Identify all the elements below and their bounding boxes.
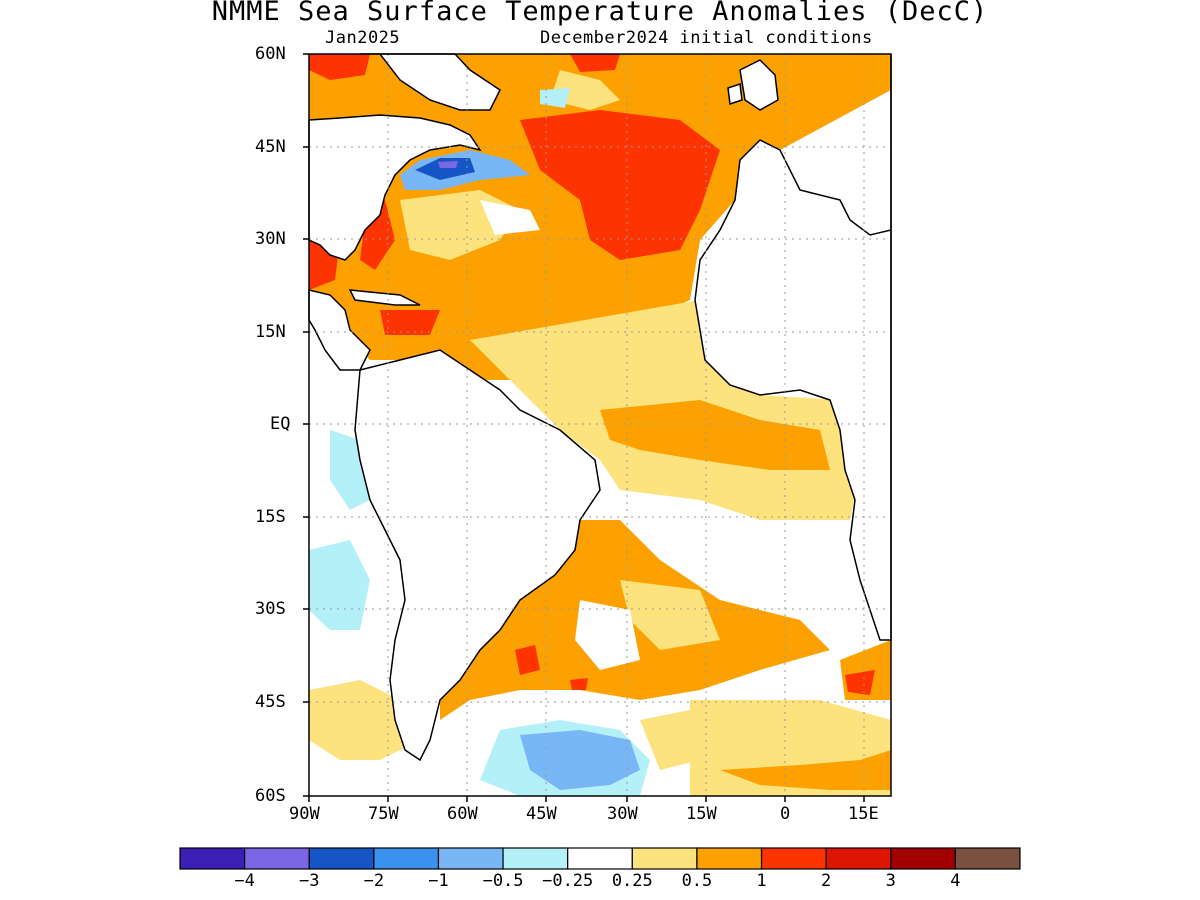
- lat-label: 60N: [255, 44, 286, 64]
- colorbar-label: −0.25: [542, 871, 594, 891]
- colorbar-swatch: [373, 847, 440, 870]
- colorbar-swatch: [631, 847, 698, 870]
- lat-label: 15N: [255, 322, 286, 342]
- colorbar-swatch: [567, 847, 633, 870]
- colorbar-swatch: [760, 847, 827, 870]
- lat-label: 30N: [255, 229, 286, 249]
- lat-label: 30S: [255, 599, 286, 619]
- lon-label: 15W: [686, 804, 717, 824]
- map-frame: [308, 53, 892, 797]
- colorbar-swatch: [696, 847, 763, 870]
- forecast-month: Jan2025: [325, 28, 401, 48]
- lon-label: 30W: [607, 804, 638, 824]
- land: [308, 53, 892, 762]
- lon-label: 90W: [289, 804, 320, 824]
- colorbar-label: −4: [234, 871, 255, 891]
- lon-label: 60W: [447, 804, 478, 824]
- lat-label: 45S: [255, 692, 286, 712]
- colorbar-label: 0.25: [611, 871, 653, 891]
- colorbar-label: −2: [363, 871, 385, 891]
- axis-ticks: [303, 53, 865, 802]
- colorbar-swatch: [308, 847, 375, 870]
- colorbar-swatch: [825, 847, 892, 870]
- graticule: [309, 54, 891, 796]
- colorbar-label: −1: [428, 871, 449, 891]
- colorbar-label: −3: [298, 871, 320, 891]
- colorbar-swatch: [244, 847, 310, 870]
- colorbar-label: 2: [821, 871, 832, 891]
- lon-label: 0: [780, 804, 791, 824]
- lat-label: 60S: [255, 786, 286, 806]
- lat-label: 45N: [255, 137, 286, 157]
- colorbar-label: 3: [885, 871, 896, 891]
- initial-conditions-label: December2024 initial conditions: [540, 28, 873, 48]
- colorbar-swatch: [179, 847, 246, 870]
- colorbar-swatch: [437, 847, 504, 870]
- colorbar-swatch: [954, 847, 1021, 870]
- colorbar-label: −0.5: [482, 871, 524, 891]
- lat-label: 15S: [255, 507, 286, 527]
- colorbar: [179, 847, 1021, 870]
- colorbar-label: 0.5: [681, 871, 713, 891]
- lon-label: 15E: [848, 804, 879, 824]
- lat-label: EQ: [270, 414, 291, 434]
- map-title: NMME Sea Surface Temperature Anomalies (…: [211, 0, 989, 27]
- lon-label: 75W: [368, 804, 399, 824]
- colorbar-swatch: [890, 847, 956, 870]
- colorbar-label: 1: [756, 871, 767, 891]
- colorbar-label: 4: [950, 871, 961, 891]
- lon-label: 45W: [526, 804, 557, 824]
- colorbar-swatch: [502, 847, 569, 870]
